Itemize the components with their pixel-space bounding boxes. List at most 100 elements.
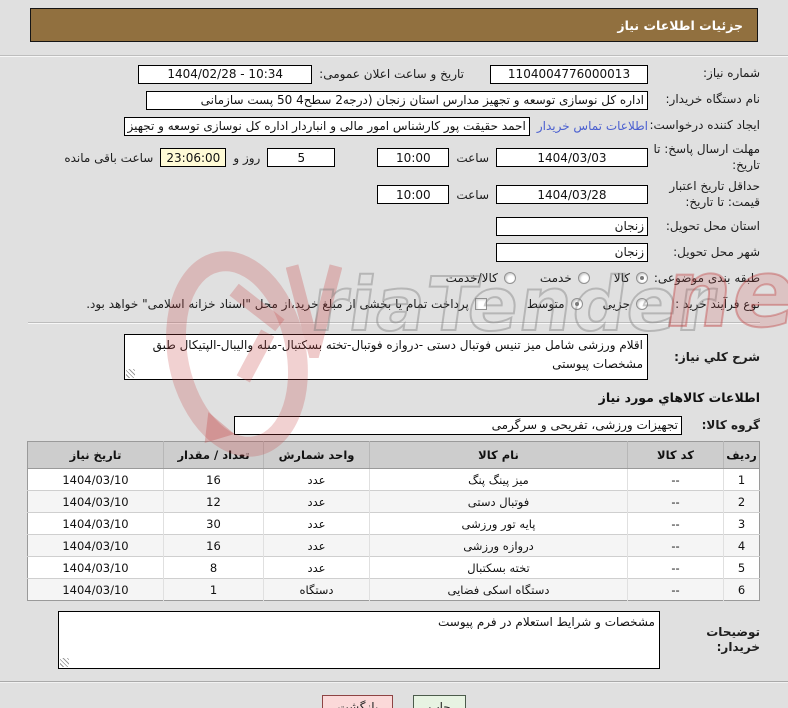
divider <box>28 322 760 325</box>
deadline-hour-label: ساعت <box>456 150 489 165</box>
deadline-time-field[interactable]: 10:00 <box>377 148 450 168</box>
radio-goods-service-label: کالا/خدمت <box>445 271 498 286</box>
cell-need-date: 1404/03/10 <box>62 538 129 553</box>
radio-service-label: خدمت <box>539 271 572 286</box>
row-category: طبقه بندی موضوعی: کالا خدمت کالا/خدمت <box>28 268 760 288</box>
table-row: 6 -- دستگاه اسکی فضایی دستگاه 1 1404/03/… <box>27 578 760 601</box>
radio-medium[interactable] <box>570 298 583 311</box>
resize-handle-icon[interactable] <box>60 658 69 668</box>
buyer-contact-link[interactable]: اطلاعات تماس خریدار <box>536 119 648 133</box>
goods-section-header: اطلاعات کالاهاي مورد نیاز <box>598 390 760 406</box>
cell-unit: عدد <box>263 556 370 579</box>
radio-service[interactable] <box>577 272 590 285</box>
row-buyer-notes: توضیحات خریدار: مشخصات و شرایط استعلام د… <box>28 611 760 670</box>
requester-field[interactable]: احمد حقیقت پور کارشناس امور مالی و انبار… <box>123 116 530 136</box>
radio-goods[interactable] <box>636 272 648 285</box>
cell-need-date: 1404/03/10 <box>62 494 129 509</box>
description-label: شرح کلي نیاز: <box>674 349 760 364</box>
col-unit: واحد شمارش <box>263 441 370 470</box>
buyer-notes-textarea[interactable]: مشخصات و شرایط استعلام در فرم پیوست <box>58 611 660 670</box>
print-button[interactable]: چاپ <box>413 695 466 708</box>
cell-item-code: -- <box>627 468 724 491</box>
page-title: جزئیات اطلاعات نیاز <box>617 17 743 33</box>
row-purchase-type: نوع فرآیند خرید : جزیی متوسط پرداخت تمام… <box>28 294 760 314</box>
radio-medium-label: متوسط <box>526 297 565 312</box>
purchase-type-label: نوع فرآیند خرید : <box>675 296 760 311</box>
price-validity-label: حداقل تاریخ اعتبار قیمت: تا تاریخ: <box>669 179 760 209</box>
need-number-label: شماره نیاز: <box>703 66 760 81</box>
countdown-field: 23:06:00 <box>160 148 227 168</box>
col-item-code: کد کالا <box>627 441 724 470</box>
divider <box>0 55 788 57</box>
row-province: استان محل تحویل: زنجان <box>28 216 760 236</box>
cell-item-code: -- <box>627 578 724 601</box>
row-price-validity: حداقل تاریخ اعتبار قیمت: تا تاریخ: 1404/… <box>28 179 760 210</box>
announce-datetime-field[interactable]: 1404/02/28 - 10:34 <box>138 64 313 84</box>
deadline-date-field[interactable]: 1404/03/03 <box>496 148 648 168</box>
goods-table-header: ردیف کد کالا نام کالا واحد شمارش تعداد /… <box>27 441 760 470</box>
buyer-notes-label: توضیحات خریدار: <box>706 624 760 655</box>
days-remaining-field[interactable]: 5 <box>267 148 336 168</box>
deadline-label: مهلت ارسال پاسخ: تا تاریخ: <box>653 142 760 172</box>
radio-small-label: جزیی <box>602 297 630 312</box>
purchase-option-medium: متوسط <box>527 297 583 311</box>
table-row: 4 -- دروازه ورزشی عدد 16 1404/03/10 <box>27 534 760 557</box>
buyer-notes-text: مشخصات و شرایط استعلام در فرم پیوست <box>438 615 655 630</box>
cell-quantity: 30 <box>163 512 264 535</box>
table-row: 1 -- میز پینگ پنگ عدد 16 1404/03/10 <box>28 468 760 491</box>
days-label: روز و <box>233 150 261 165</box>
resize-handle-icon[interactable] <box>126 369 135 379</box>
requester-label: ایجاد کننده درخواست: <box>649 118 760 133</box>
cell-item-name: دروازه ورزشی <box>369 534 628 557</box>
col-quantity: تعداد / مقدار <box>163 441 264 470</box>
description-textarea[interactable]: اقلام ورزشی شامل میز تنیس فوتبال دستی -د… <box>124 334 648 381</box>
cell-unit: عدد <box>263 468 370 491</box>
cell-need-date: 1404/03/10 <box>62 516 129 531</box>
purchase-option-small: جزیی <box>603 297 648 311</box>
cell-item-name: فوتبال دستی <box>369 490 628 513</box>
buyer-org-label: نام دستگاه خریدار: <box>665 92 761 107</box>
province-field[interactable]: زنجان <box>496 216 648 236</box>
treasury-option: پرداخت تمام یا بخشی از مبلغ خرید،از محل … <box>86 297 487 311</box>
radio-small[interactable] <box>636 298 648 311</box>
row-deadline: مهلت ارسال پاسخ: تا تاریخ: 1404/03/03 سا… <box>28 142 760 173</box>
radio-goods-service[interactable] <box>503 272 516 285</box>
cell-item-name: پایه تور ورزشی <box>369 512 628 535</box>
cell-quantity: 12 <box>163 490 264 513</box>
cell-unit: عدد <box>263 534 370 557</box>
cell-row-index: 3 <box>723 512 760 535</box>
row-description: شرح کلي نیاز: اقلام ورزشی شامل میز تنیس … <box>28 334 760 381</box>
radio-goods-label: کالا <box>613 271 630 286</box>
row-requester: ایجاد کننده درخواست: اطلاعات تماس خریدار… <box>28 116 760 136</box>
goods-table: ردیف کد کالا نام کالا واحد شمارش تعداد /… <box>27 441 760 602</box>
price-validity-time-field[interactable]: 10:00 <box>377 185 450 205</box>
cell-need-date: 1404/03/10 <box>62 560 129 575</box>
row-city: شهر محل تحویل: زنجان <box>28 242 760 262</box>
city-field[interactable]: زنجان <box>496 242 648 262</box>
button-row: چاپ بازگشت <box>0 695 788 708</box>
cell-need-date: 1404/03/10 <box>62 472 129 487</box>
cell-row-index: 1 <box>723 468 760 491</box>
cell-unit: عدد <box>263 490 370 513</box>
treasury-checkbox-label: پرداخت تمام یا بخشی از مبلغ خرید،از محل … <box>86 297 469 312</box>
cell-quantity: 1 <box>163 578 264 601</box>
back-button[interactable]: بازگشت <box>322 695 394 708</box>
announce-datetime-label: تاریخ و ساعت اعلان عمومی: <box>319 67 464 81</box>
buyer-org-field[interactable]: اداره کل نوسازی توسعه و تجهیز مدارس استا… <box>146 90 648 110</box>
table-row: 5 -- تخته بسکتبال عدد 8 1404/03/10 <box>27 556 760 579</box>
row-goods-group: گروه کالا: تجهیزات ورزشی، تفریحی و سرگرم… <box>28 415 760 435</box>
treasury-checkbox[interactable] <box>474 298 487 311</box>
price-validity-date-field[interactable]: 1404/03/28 <box>496 185 648 205</box>
cell-item-name: دستگاه اسکی فضایی <box>369 578 628 601</box>
cell-row-index: 2 <box>723 490 760 513</box>
title-bar: جزئیات اطلاعات نیاز <box>30 8 758 42</box>
category-option-goods-service: کالا/خدمت <box>446 271 516 285</box>
need-number-field[interactable]: 1104004776000013 <box>490 64 648 84</box>
goods-group-field[interactable]: تجهیزات ورزشی، تفریحی و سرگرمی <box>234 415 682 435</box>
category-option-goods: کالا <box>614 271 648 285</box>
need-form: شماره نیاز: 1104004776000013 تاریخ و ساع… <box>27 64 761 670</box>
cell-unit: عدد <box>263 512 370 535</box>
table-row: 3 -- پایه تور ورزشی عدد 30 1404/03/10 <box>27 512 760 535</box>
cell-item-code: -- <box>627 512 724 535</box>
